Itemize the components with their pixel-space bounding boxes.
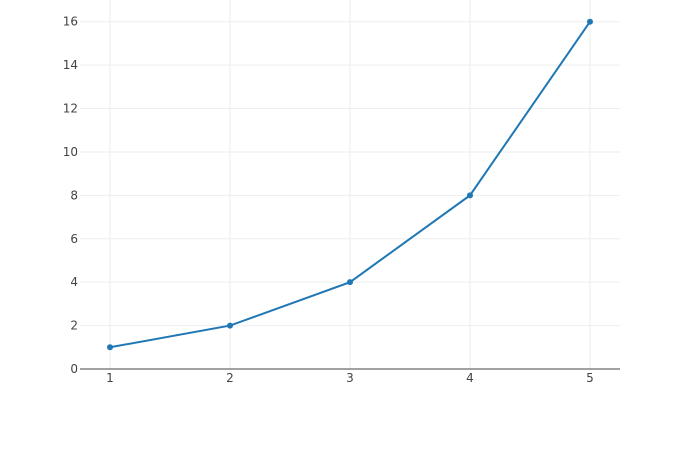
y-tick-label: 4 [70,275,78,289]
data-point [227,322,233,329]
y-tick-label: 16 [63,15,78,29]
y-tick-label: 0 [70,362,78,376]
series [107,18,593,351]
x-tick-label: 1 [106,371,114,385]
y-tick-label: 8 [70,188,78,202]
data-point [587,18,593,25]
x-tick-label: 5 [586,371,594,385]
data-point [347,279,353,286]
grid [80,0,620,369]
y-tick-label: 12 [63,102,78,116]
y-tick-label: 2 [70,319,78,333]
y-tick-label: 10 [63,145,78,159]
x-tick-label: 4 [466,371,474,385]
x-tick-label: 2 [226,371,234,385]
data-point [467,192,473,199]
data-point [107,344,113,351]
y-tick-label: 14 [63,58,78,72]
x-tick-label: 3 [346,371,354,385]
y-tick-label: 6 [70,232,78,246]
